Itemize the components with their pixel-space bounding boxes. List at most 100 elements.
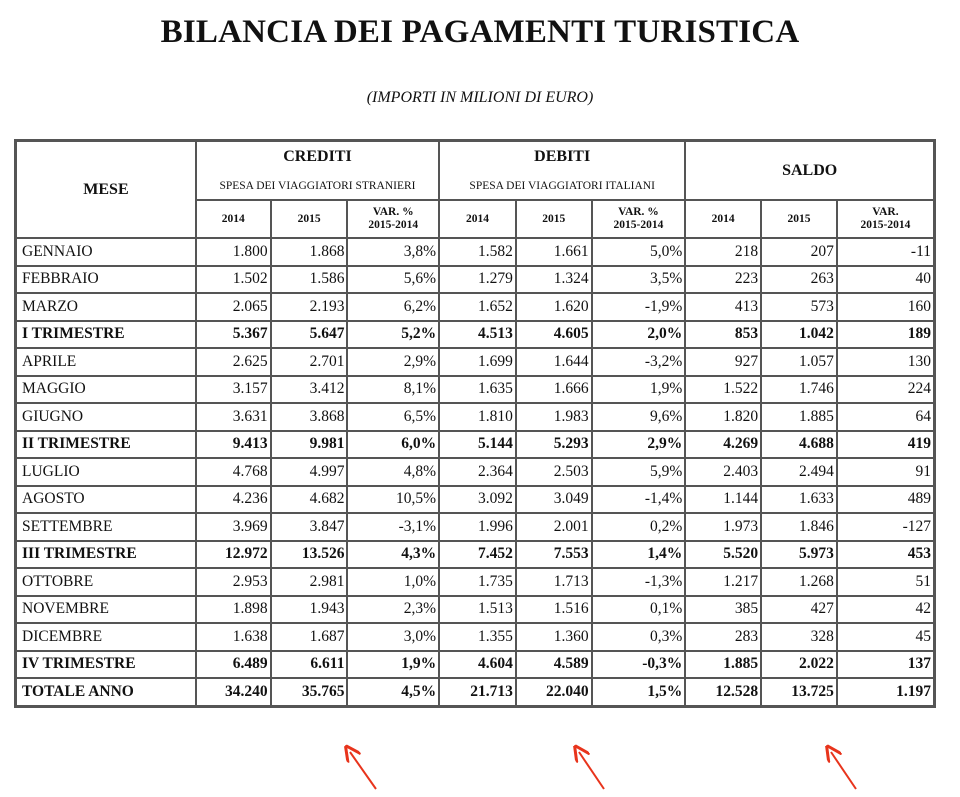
table-cell: 2.364 — [438, 457, 517, 487]
table-row: TOTALE ANNO 34.240 35.765 4,5% 21.713 22.040 1… — [14, 677, 936, 707]
table-cell: 5.144 — [438, 429, 517, 459]
table-cell: 5,2% — [346, 319, 441, 349]
table-cell: 6.611 — [269, 649, 349, 679]
page-title: BILANCIA DEI PAGAMENTI TURISTICA — [160, 14, 800, 50]
column-header: 2015 — [269, 199, 349, 239]
payments-table: MESE CREDITI SPESA DEI VIAGGIATORI STRAN… — [14, 139, 936, 708]
table-cell: 12.528 — [684, 677, 763, 707]
row-label: MAGGIO — [14, 374, 197, 404]
table-cell: 1.661 — [514, 237, 593, 267]
table-row: I TRIMESTRE 5.367 5.647 5,2% 4.513 4.605 2,0% 8… — [14, 319, 936, 349]
table-cell: 2,0% — [590, 319, 687, 349]
table-row: MARZO 2.065 2.193 6,2% 1.652 1.620 -1,9% 413 573… — [14, 292, 936, 322]
row-label: I TRIMESTRE — [14, 319, 197, 349]
table-cell: 91 — [835, 457, 936, 487]
table-cell: 2.403 — [684, 457, 763, 487]
table-cell: 3.157 — [194, 374, 272, 404]
table-cell: 1.868 — [269, 237, 349, 267]
table-cell: 927 — [684, 347, 763, 377]
table-cell: 7.553 — [514, 539, 593, 569]
column-header: VAR. % 2015-2014 — [346, 199, 441, 239]
table-cell: 5,0% — [590, 237, 687, 267]
table-cell: 263 — [760, 264, 838, 294]
table-cell: 1.522 — [684, 374, 763, 404]
table-cell: 283 — [684, 622, 763, 652]
row-label: FEBBRAIO — [14, 264, 197, 294]
group-subtitle: SPESA DEI VIAGGIATORI STRANIERI — [219, 180, 416, 192]
table-cell: 5,6% — [346, 264, 441, 294]
table-cell: 137 — [835, 649, 936, 679]
table-cell: -11 — [835, 237, 936, 267]
table-cell: 3.631 — [194, 402, 272, 432]
table-cell: 224 — [835, 374, 936, 404]
column-header: VAR. 2015-2014 — [835, 199, 936, 239]
table-cell: -3,2% — [590, 347, 687, 377]
table-cell: 0,2% — [590, 512, 687, 542]
row-label: MARZO — [14, 292, 197, 322]
table-cell: 4,3% — [346, 539, 441, 569]
table-cell: 2,9% — [590, 429, 687, 459]
table-cell: 2.625 — [194, 347, 272, 377]
table-cell: 413 — [684, 292, 763, 322]
table-cell: 9,6% — [590, 402, 687, 432]
table-cell: 5,9% — [590, 457, 687, 487]
table-cell: 3.049 — [514, 484, 593, 514]
table-cell: 1.635 — [438, 374, 517, 404]
table-cell: 5.647 — [269, 319, 349, 349]
table-row: LUGLIO 4.768 4.997 4,8% 2.364 2.503 5,9% 2.403 2… — [14, 457, 936, 487]
table-cell: 35.765 — [269, 677, 349, 707]
table-cell: 2.503 — [514, 457, 593, 487]
table-cell: 6,2% — [346, 292, 441, 322]
table-cell: 1.217 — [684, 567, 763, 597]
table-cell: 1.973 — [684, 512, 763, 542]
row-label: GIUGNO — [14, 402, 197, 432]
header-saldo: SALDO — [684, 139, 936, 201]
table-cell: 1.885 — [760, 402, 838, 432]
table-cell: 160 — [835, 292, 936, 322]
table-cell: 1,9% — [590, 374, 687, 404]
group-subtitle: SPESA DEI VIAGGIATORI ITALIANI — [469, 180, 655, 192]
table-cell: 1.355 — [438, 622, 517, 652]
table-cell: -1,3% — [590, 567, 687, 597]
table-cell: 5.973 — [760, 539, 838, 569]
header-debiti: DEBITI SPESA DEI VIAGGIATORI ITALIANI — [438, 139, 687, 201]
group-name: DEBITI — [534, 148, 591, 165]
column-header: 2014 — [684, 199, 763, 239]
subheader-row: 2014 2015 VAR. % 2015-2014 2014 2015 VAR. % 201… — [16, 199, 936, 239]
table-cell: 853 — [684, 319, 763, 349]
table-cell: 9.981 — [269, 429, 349, 459]
table-cell: 1.360 — [514, 622, 593, 652]
table-cell: 1.687 — [269, 622, 349, 652]
table-row: APRILE 2.625 2.701 2,9% 1.699 1.644 -3,2% 927 1.… — [14, 347, 936, 377]
table-cell: 2.001 — [514, 512, 593, 542]
table-cell: 4.997 — [269, 457, 349, 487]
column-header: 2015 — [514, 199, 593, 239]
column-header: 2015 — [760, 199, 838, 239]
table-cell: 207 — [760, 237, 838, 267]
table-cell: 1.846 — [760, 512, 838, 542]
table-cell: -127 — [835, 512, 936, 542]
group-name: CREDITI — [283, 148, 352, 165]
table-cell: 3.868 — [269, 402, 349, 432]
table-body: GENNAIO 1.800 1.868 3,8% 1.582 1.661 5,0% 218 20… — [14, 237, 936, 707]
table-cell: 6,5% — [346, 402, 441, 432]
table-cell: 1.197 — [835, 677, 936, 707]
table-cell: 1.057 — [760, 347, 838, 377]
table-cell: 4.605 — [514, 319, 593, 349]
table-cell: 1.516 — [514, 594, 593, 624]
table-cell: 1.820 — [684, 402, 763, 432]
table-cell: 1.943 — [269, 594, 349, 624]
table-cell: 10,5% — [346, 484, 441, 514]
table-cell: 22.040 — [514, 677, 593, 707]
table-cell: 573 — [760, 292, 838, 322]
row-label: APRILE — [14, 347, 197, 377]
table-cell: 1.713 — [514, 567, 593, 597]
table-cell: 1.800 — [194, 237, 272, 267]
table-cell: 1.652 — [438, 292, 517, 322]
table-cell: 0,3% — [590, 622, 687, 652]
table-cell: 1.644 — [514, 347, 593, 377]
table-cell: 2.494 — [760, 457, 838, 487]
table-cell: 3,5% — [590, 264, 687, 294]
table-cell: 40 — [835, 264, 936, 294]
